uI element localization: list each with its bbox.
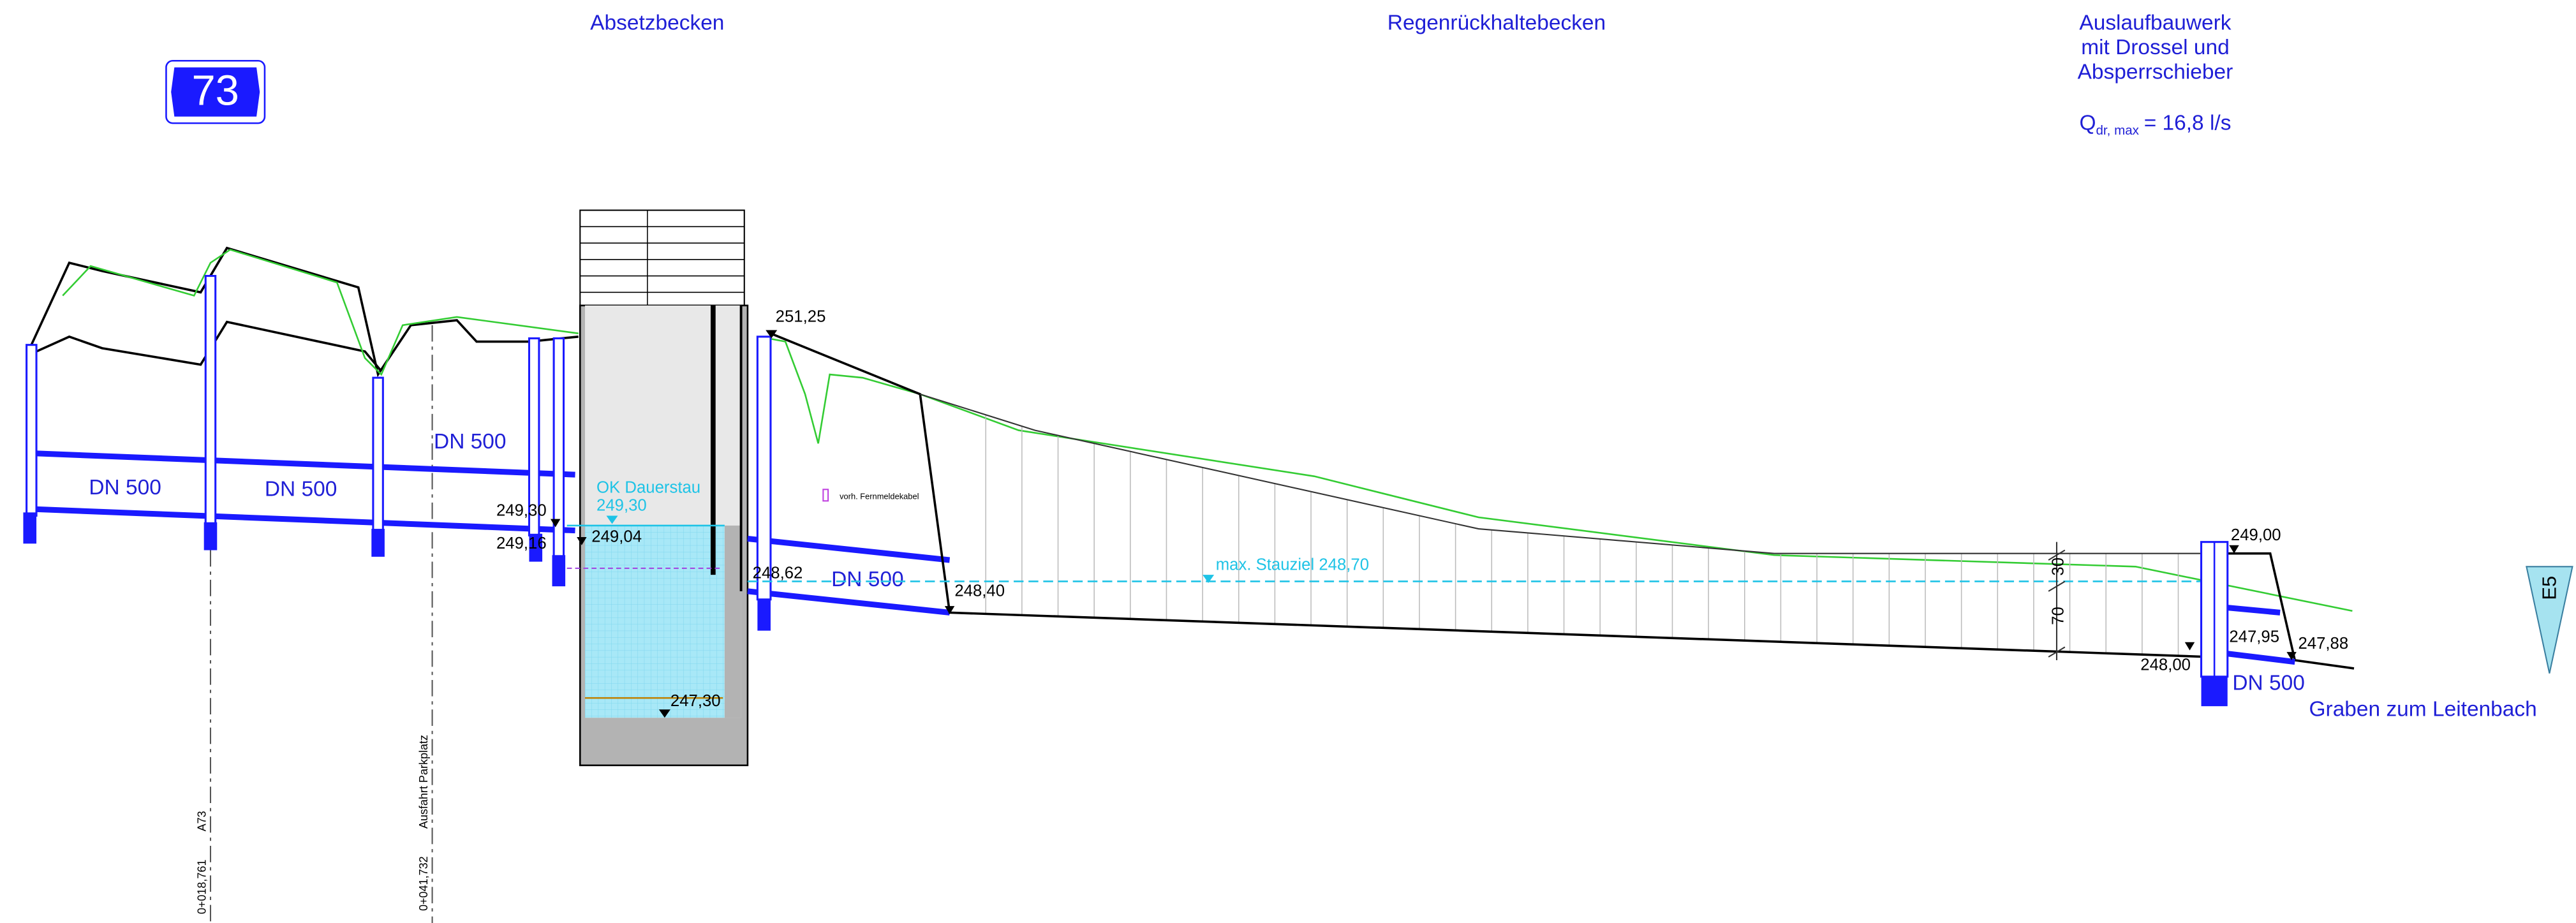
highway-sign-path [171, 67, 260, 117]
outlet-structure-line [2227, 605, 2281, 616]
retention-basin-path [944, 606, 955, 614]
retention-basin-text: vorh. Fernmeldekabel [840, 492, 919, 501]
retention-basin-polyline [770, 332, 2210, 658]
stations: A73 0+018,761 Ausfahrt Parkplatz 0+041,7… [195, 325, 433, 923]
headings-text-tspan: Q [2079, 111, 2096, 135]
sedimentation-tank: OK Dauerstau 249,30 249,04 247,30 [566, 209, 749, 767]
outlet-structure-text: 249,00 [2231, 526, 2281, 544]
inflow-pipes-text: 249,30 [496, 501, 547, 519]
inflow-pipes-text: DN 500 [89, 476, 161, 499]
tank-outflow-rect [757, 599, 771, 631]
inflow-pipes-rect [552, 555, 566, 587]
headings-text-tspan: dr, max [2096, 123, 2139, 138]
headings-text: mit Drossel und [2081, 36, 2230, 59]
outlet-structure-rect [2201, 676, 2228, 707]
outlet-structure-text: DN 500 [2232, 671, 2304, 695]
retention-basin-text: 248,00 [2140, 656, 2191, 674]
headings-text: Qdr, max = 16,8 l/s [2079, 111, 2231, 138]
inflow-pipes-rect [371, 529, 385, 557]
retention-basin-path [2048, 549, 2066, 658]
terrain-polyline [759, 336, 2353, 612]
retention-basin-text: 70 [2049, 607, 2067, 625]
outlet-structure-path [2229, 545, 2239, 554]
retention-basin-text: 248,40 [954, 582, 1005, 600]
tank-outflow: DN 500 248,62 251,25 [747, 308, 951, 631]
inflow-pipes-rect [204, 522, 218, 550]
sedimentation-tank-text: 247,30 [670, 692, 721, 710]
retention-basin-polyline [919, 393, 2218, 554]
inflow-pipes-line [33, 506, 575, 534]
retention-basin-path [2184, 642, 2195, 651]
stations-text: A73 [195, 811, 208, 831]
stations-text: Ausfahrt Parkplatz [417, 735, 430, 829]
tank-outflow-line [747, 588, 951, 616]
inflow-pipes-path [550, 519, 561, 528]
outlet-structure-polyline [2217, 552, 2355, 670]
tank-outflow-text: DN 500 [831, 568, 903, 591]
stations-text: 0+041,732 [417, 856, 430, 911]
terrain-polyline [62, 248, 579, 376]
headings: Absetzbecken Regenrückhaltebecken Auslau… [590, 11, 2233, 138]
sedimentation-tank-rect [724, 525, 741, 718]
highway-sign-text: 73 [191, 66, 239, 114]
headings-text: Absperrschieber [2078, 61, 2233, 84]
inflow-pipes-rect [204, 275, 217, 527]
highway-sign: 73 [165, 59, 266, 124]
inflow-pipes-rect [26, 344, 38, 517]
sedimentation-tank-text: 249,04 [591, 528, 642, 546]
inflow-pipes-text: DN 500 [434, 430, 506, 454]
headings-text: Auslaufbauwerk [2079, 11, 2231, 34]
headings-text: Absetzbecken [590, 11, 724, 34]
end-marker-path [2526, 566, 2573, 674]
retention-basin-rect [822, 489, 829, 502]
sedimentation-tank-path [580, 210, 744, 306]
sedimentation-tank-rect [579, 209, 745, 306]
outlet-structure: 249,00 247,95 247,88 DN 500 Graben zum L… [2200, 526, 2537, 721]
inflow-pipes-text: DN 500 [265, 478, 337, 501]
sedimentation-tank-text: 249,30 [596, 497, 647, 515]
inflow-pipes: DN 500 DN 500 DN 500 249,30 249,16 [23, 275, 575, 587]
inflow-pipes-rect [372, 376, 384, 533]
stations-text: 0+018,761 [195, 860, 208, 915]
tank-outflow-text: 251,25 [776, 308, 826, 326]
sedimentation-tank-text: OK Dauerstau [596, 478, 700, 496]
inflow-pipes-rect [529, 533, 543, 562]
inflow-pipes-rect [23, 512, 37, 544]
end-marker-text: E5 [2538, 576, 2561, 600]
end-marker: E5 [2526, 566, 2573, 674]
headings-text-tspan: = 16,8 l/s [2144, 111, 2232, 135]
inflow-pipes-line [33, 450, 575, 478]
retention-basin-text: 30 [2049, 557, 2067, 576]
outlet-structure-text: Graben zum Leitenbach [2309, 698, 2537, 721]
terrain-polyline [29, 246, 579, 378]
retention-basin: max. Stauziel 248,70 248,40 vorh. Fernme… [747, 332, 2218, 674]
retention-basin-text: max. Stauziel 248,70 [1216, 556, 1369, 573]
sedimentation-tank-path [577, 536, 587, 545]
terrain-polyline [36, 320, 383, 373]
retention-basin-path [1203, 575, 1215, 584]
sedimentation-tank-path [658, 709, 670, 718]
sedimentation-tank-rect [585, 525, 725, 718]
sedimentation-tank-path [606, 515, 618, 524]
outlet-structure-text: 247,95 [2229, 628, 2279, 646]
headings-text: Regenrückhaltebecken [1388, 11, 1606, 34]
outlet-structure-text: 247,88 [2298, 635, 2348, 653]
tank-outflow-line [747, 536, 951, 563]
inflow-pipes-text: 249,16 [496, 535, 547, 552]
outlet-structure-path [2286, 652, 2297, 661]
outlet-structure-line [2227, 651, 2295, 665]
tank-outflow-rect [756, 336, 772, 601]
tank-outflow-text: 248,62 [753, 564, 803, 582]
